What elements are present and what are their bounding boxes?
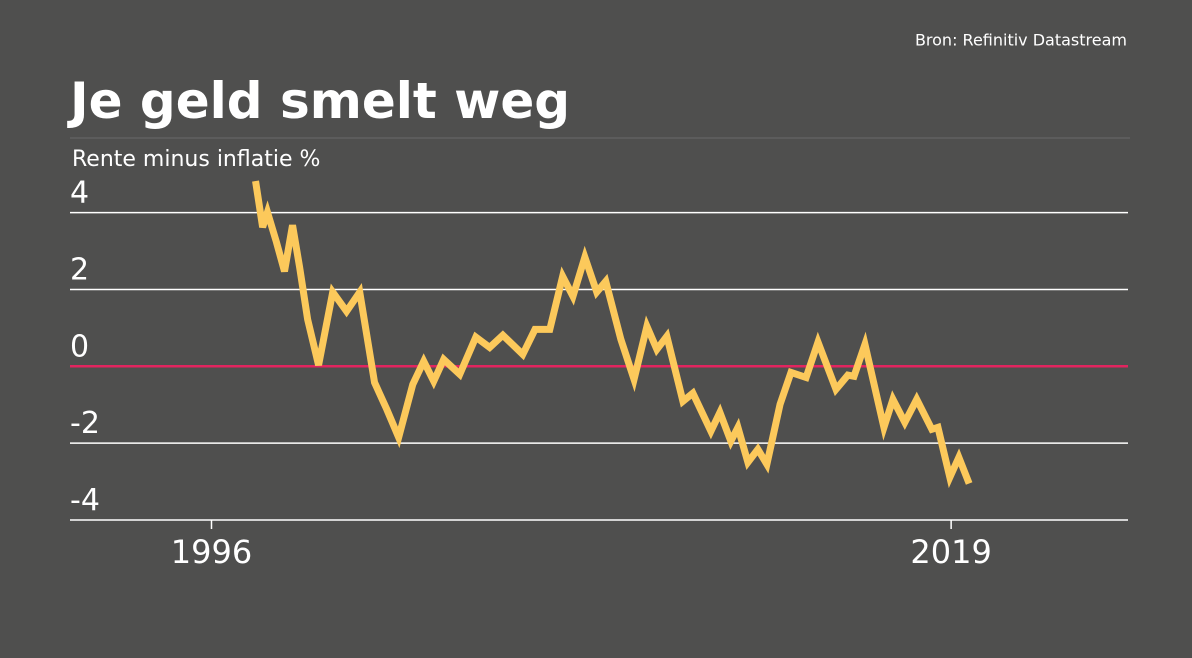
x-tick-label: 1996 xyxy=(171,533,252,571)
x-tick-label: 2019 xyxy=(910,533,991,571)
chart-title: Je geld smelt weg xyxy=(67,72,570,130)
y-tick-label: 2 xyxy=(70,252,89,287)
source: Bron: Refinitiv Datastream xyxy=(915,31,1127,50)
data-line xyxy=(252,180,973,489)
y-tick-label: 0 xyxy=(70,329,89,364)
y-tick-label: -2 xyxy=(70,406,100,441)
y-axis-label: Rente minus inflatie % xyxy=(72,147,320,172)
y-tick-label: -4 xyxy=(70,483,100,518)
y-tick-label: 4 xyxy=(70,176,89,211)
